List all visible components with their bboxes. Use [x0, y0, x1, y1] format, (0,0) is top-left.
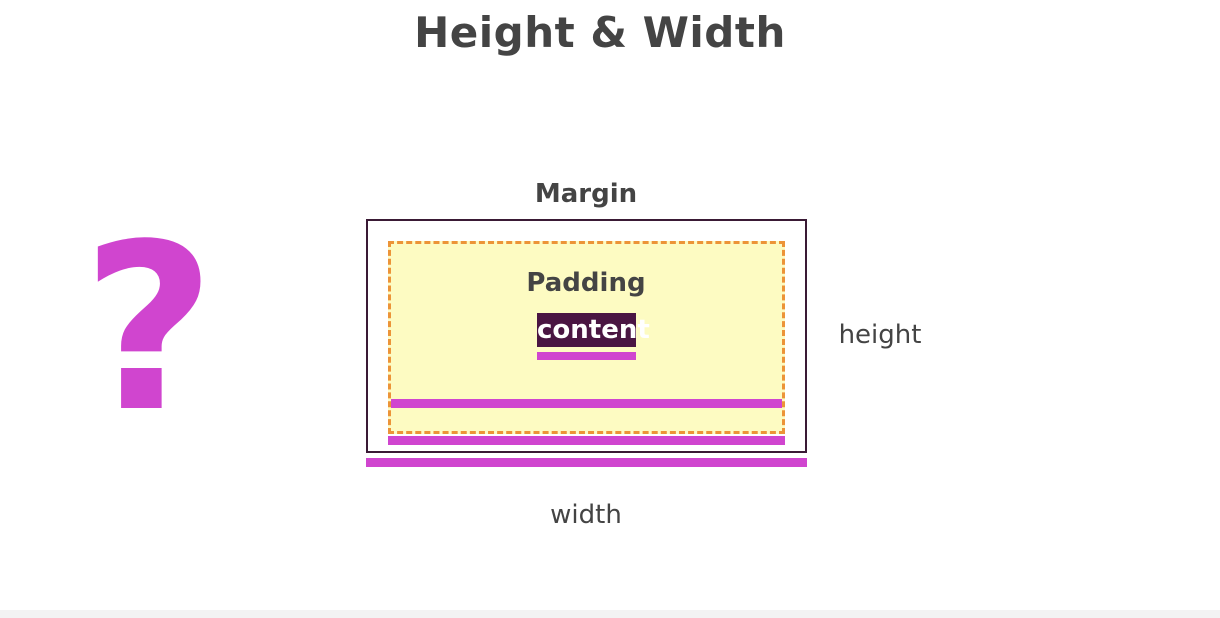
margin-box — [366, 219, 807, 453]
page-title: Height & Width — [414, 8, 786, 57]
border-width-bar — [388, 436, 785, 445]
padding-width-bar — [391, 399, 782, 408]
question-mark-icon: ? — [82, 196, 216, 463]
padding-label: Padding — [526, 268, 646, 298]
margin-width-bar — [366, 458, 807, 467]
content-width-bar — [537, 352, 636, 360]
margin-label: Margin — [534, 179, 638, 209]
content-box: content — [537, 313, 650, 347]
width-label: width — [550, 500, 622, 530]
footer-strip — [0, 610, 1220, 618]
height-label: height — [838, 320, 922, 350]
